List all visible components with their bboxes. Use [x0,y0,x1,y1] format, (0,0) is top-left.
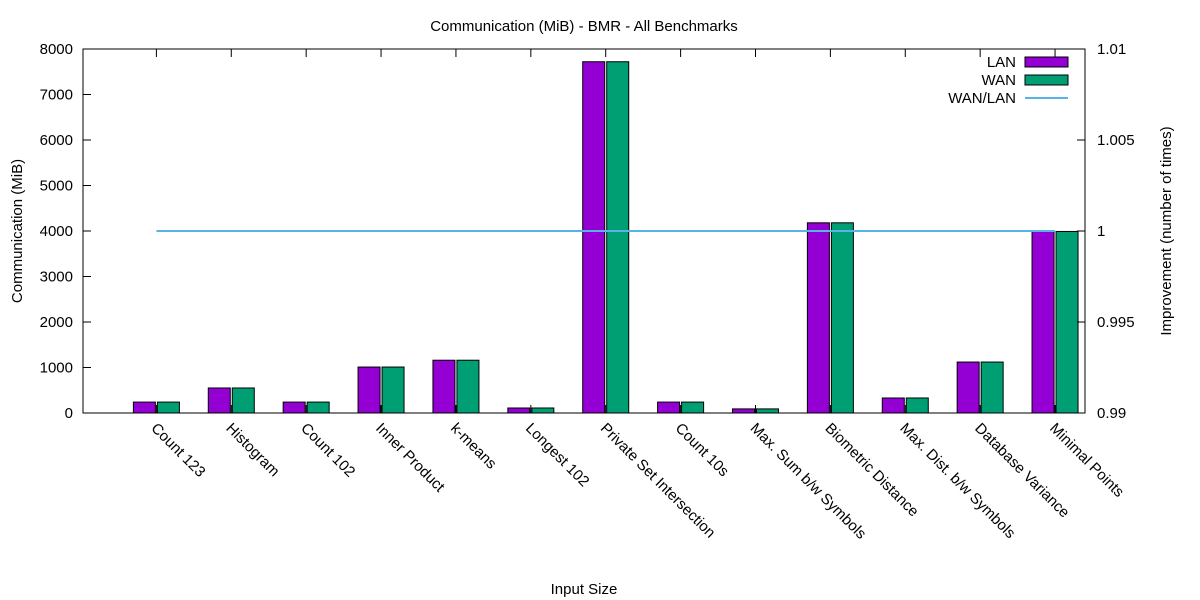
left-y-axis: 0 1000 2000 3000 4000 5000 6000 7000 8000 [40,41,91,422]
legend-label: LAN [987,54,1016,71]
x-tick-label: Count 123 [148,420,209,481]
bar-lan-4 [432,359,456,414]
bar-lan-7 [657,401,681,414]
x-tick-label: Count 102 [297,420,358,481]
x-tick-label: Inner Product [372,420,448,496]
legend-label: WAN [982,72,1016,89]
bar-lan-11 [956,361,980,414]
y-axis-title: Communication (MiB) [9,159,26,303]
bar-lan-12 [1031,230,1055,414]
y-tick-label: 3000 [40,269,73,286]
bar-wan-8 [755,408,779,414]
bar-wan-7 [681,401,705,414]
legend-label: WAN/LAN [948,90,1016,107]
y-tick-label: 0 [65,405,73,422]
bar-wan-5 [531,407,555,414]
x-tick-label: Longest 102 [522,420,592,490]
bars-layer [132,61,1079,414]
bar-wan-6 [606,61,630,414]
x-tick-label: Count 10s [672,420,732,480]
y-tick-label: 6000 [40,132,73,149]
right-y-axis: 0.99 0.995 1 1.005 1.01 [1077,41,1135,422]
x-tick-label: Histogram [222,420,282,480]
bar-lan-3 [357,366,381,414]
x-axis-title: Input Size [551,581,618,598]
legend-swatch-lan [1024,56,1069,68]
bar-wan-1 [231,387,255,414]
x-tick-label: Minimal Points [1046,420,1127,501]
y2-axis-title: Improvement (number of times) [1158,126,1175,335]
legend-swatch-wan [1024,74,1069,86]
y-tick-label: 7000 [40,87,73,104]
bar-lan-0 [132,401,156,414]
x-tick-label: k-means [447,420,500,473]
bar-wan-2 [306,401,330,414]
y2-tick-label: 1.005 [1097,132,1135,149]
bar-lan-8 [731,408,755,414]
bar-wan-0 [156,401,180,414]
bar-wan-10 [905,397,929,414]
y2-tick-label: 0.99 [1097,405,1126,422]
y-tick-label: 4000 [40,223,73,240]
bar-lan-1 [207,387,231,414]
bar-wan-9 [830,222,854,414]
y-tick-label: 2000 [40,314,73,331]
y-tick-label: 5000 [40,178,73,195]
bar-lan-6 [582,61,606,414]
bar-wan-4 [456,359,480,414]
x-axis: Count 123 Histogram Count 102 Inner Product… [148,49,1127,543]
y-tick-label: 1000 [40,360,73,377]
bar-lan-9 [806,222,830,414]
bar-wan-3 [381,366,405,414]
bar-lan-5 [507,407,531,414]
y2-tick-label: 0.995 [1097,314,1135,331]
bar-wan-12 [1055,230,1079,414]
bar-wan-11 [980,361,1004,414]
y2-tick-label: 1.01 [1097,41,1126,58]
bar-lan-2 [282,401,306,414]
bar-lan-10 [881,397,905,414]
y-tick-label: 8000 [40,41,73,58]
chart-title: Communication (MiB) - BMR - All Benchmar… [430,18,738,35]
y2-tick-label: 1 [1097,223,1105,240]
